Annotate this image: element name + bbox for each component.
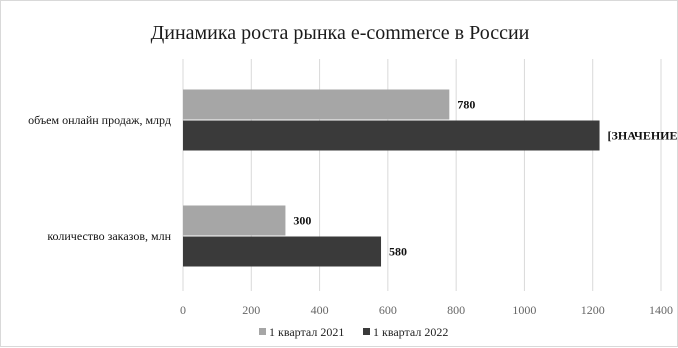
bar-q1-2022	[183, 120, 600, 151]
data-labels: 780 [ЗНАЧЕНИЕ] 300 580	[293, 98, 678, 259]
bar-q1-2021	[183, 205, 286, 236]
data-label: 780	[457, 98, 475, 112]
category-label: объем онлайн продаж, млрд	[28, 113, 171, 127]
x-tick-label: 0	[180, 303, 186, 317]
bar-q1-2021	[183, 89, 450, 120]
x-tick-label: 200	[242, 303, 260, 317]
x-tick-label: 600	[379, 303, 397, 317]
bar-q1-2022	[183, 236, 382, 267]
data-label: 580	[389, 245, 407, 259]
legend-swatch	[363, 328, 370, 335]
legend: 1 квартал 2021 1 квартал 2022	[259, 325, 448, 339]
x-tick-label: 1200	[581, 303, 605, 317]
data-label: [ЗНАЧЕНИЕ]	[608, 129, 678, 143]
legend-label: 1 квартал 2021	[269, 325, 344, 339]
category-labels: объем онлайн продаж, млрд количество зака…	[28, 113, 171, 243]
x-tick-label: 400	[311, 303, 329, 317]
x-tick-label: 1400	[649, 303, 673, 317]
x-axis-ticks: 0 200 400 600 800 1000 1200 1400	[180, 303, 673, 317]
legend-label: 1 квартал 2022	[373, 325, 448, 339]
data-label: 300	[293, 214, 311, 228]
chart-title: Динамика роста рынка e-commerce в России	[151, 22, 530, 44]
bars	[183, 89, 600, 267]
legend-swatch	[259, 328, 266, 335]
category-label: количество заказов, млн	[47, 229, 171, 243]
x-tick-label: 1000	[512, 303, 536, 317]
x-tick-label: 800	[447, 303, 465, 317]
